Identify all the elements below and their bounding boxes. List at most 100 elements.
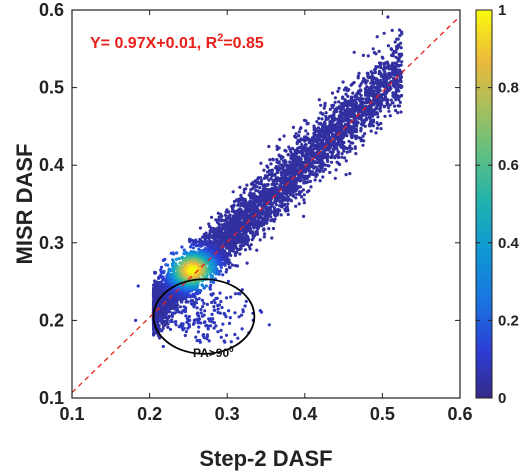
data-point bbox=[197, 297, 201, 301]
data-point bbox=[216, 330, 220, 334]
data-point bbox=[231, 190, 235, 194]
data-point bbox=[188, 239, 192, 244]
data-point bbox=[227, 265, 231, 269]
data-point bbox=[166, 308, 170, 312]
data-point bbox=[389, 98, 393, 102]
data-point bbox=[324, 118, 328, 122]
data-point bbox=[168, 327, 173, 331]
data-point bbox=[170, 311, 175, 315]
data-point bbox=[376, 123, 380, 127]
data-point bbox=[159, 265, 164, 269]
data-point bbox=[240, 313, 244, 317]
data-point bbox=[180, 245, 184, 249]
data-point bbox=[367, 76, 371, 80]
data-point bbox=[321, 169, 325, 173]
data-point bbox=[267, 144, 271, 149]
data-point bbox=[318, 170, 322, 174]
data-point bbox=[208, 287, 212, 291]
data-point bbox=[280, 173, 284, 177]
data-point bbox=[343, 99, 347, 103]
data-point bbox=[302, 177, 306, 182]
data-point bbox=[185, 300, 189, 304]
data-point bbox=[319, 165, 323, 170]
data-point bbox=[163, 257, 167, 261]
data-point bbox=[268, 158, 272, 162]
data-point bbox=[328, 114, 332, 119]
data-point bbox=[278, 154, 282, 158]
data-point bbox=[294, 196, 298, 200]
data-point bbox=[314, 169, 318, 173]
data-point bbox=[294, 135, 298, 140]
data-point bbox=[315, 120, 319, 124]
data-point bbox=[357, 136, 361, 140]
data-point bbox=[294, 204, 298, 208]
data-point bbox=[223, 340, 227, 344]
data-point bbox=[334, 168, 338, 172]
data-point bbox=[198, 226, 202, 230]
data-point bbox=[161, 326, 165, 330]
data-point bbox=[377, 49, 381, 54]
data-point bbox=[227, 321, 232, 325]
data-point bbox=[177, 297, 181, 301]
data-point bbox=[394, 108, 398, 113]
data-point bbox=[196, 330, 200, 334]
data-point bbox=[383, 114, 387, 118]
data-point bbox=[295, 142, 299, 146]
data-point bbox=[317, 116, 321, 120]
data-point bbox=[161, 344, 165, 349]
data-point bbox=[192, 242, 196, 246]
data-point bbox=[340, 116, 344, 120]
data-point bbox=[165, 296, 170, 300]
data-point bbox=[241, 308, 245, 312]
data-point bbox=[227, 309, 231, 313]
data-point bbox=[207, 236, 211, 241]
data-point bbox=[302, 181, 306, 185]
data-point bbox=[397, 28, 402, 32]
data-point bbox=[323, 167, 327, 171]
data-point bbox=[267, 323, 271, 327]
data-point bbox=[388, 114, 392, 118]
data-point bbox=[297, 130, 301, 134]
data-point bbox=[375, 126, 379, 130]
data-point bbox=[297, 202, 301, 206]
data-point bbox=[330, 105, 335, 109]
data-point bbox=[390, 28, 394, 32]
data-point bbox=[222, 311, 226, 316]
data-point bbox=[399, 79, 403, 84]
data-point bbox=[173, 300, 177, 304]
data-point bbox=[317, 98, 321, 102]
data-point bbox=[347, 139, 351, 143]
data-point bbox=[209, 317, 213, 321]
data-point bbox=[243, 304, 247, 308]
data-point bbox=[236, 203, 240, 207]
data-point bbox=[225, 246, 229, 250]
data-point bbox=[216, 307, 220, 311]
data-point bbox=[387, 109, 391, 113]
data-point bbox=[286, 212, 290, 217]
data-point bbox=[233, 332, 237, 337]
data-point bbox=[342, 88, 346, 92]
data-point bbox=[201, 305, 205, 309]
data-point bbox=[323, 103, 327, 108]
data-point bbox=[218, 269, 222, 273]
data-point bbox=[191, 292, 195, 296]
data-point bbox=[175, 251, 179, 255]
data-point bbox=[354, 152, 358, 156]
data-point bbox=[266, 214, 270, 218]
data-point bbox=[233, 311, 237, 315]
data-point bbox=[229, 340, 233, 344]
data-point bbox=[324, 111, 328, 115]
data-point bbox=[382, 31, 386, 35]
data-point bbox=[337, 100, 341, 104]
data-point bbox=[370, 78, 374, 82]
data-point bbox=[191, 322, 196, 326]
data-point bbox=[371, 114, 375, 118]
data-point bbox=[386, 44, 390, 48]
data-point bbox=[204, 284, 208, 288]
data-point bbox=[397, 89, 401, 93]
data-point bbox=[203, 320, 207, 324]
data-point bbox=[291, 146, 295, 151]
data-point bbox=[199, 311, 203, 315]
data-point bbox=[275, 147, 279, 151]
data-point bbox=[398, 34, 402, 38]
